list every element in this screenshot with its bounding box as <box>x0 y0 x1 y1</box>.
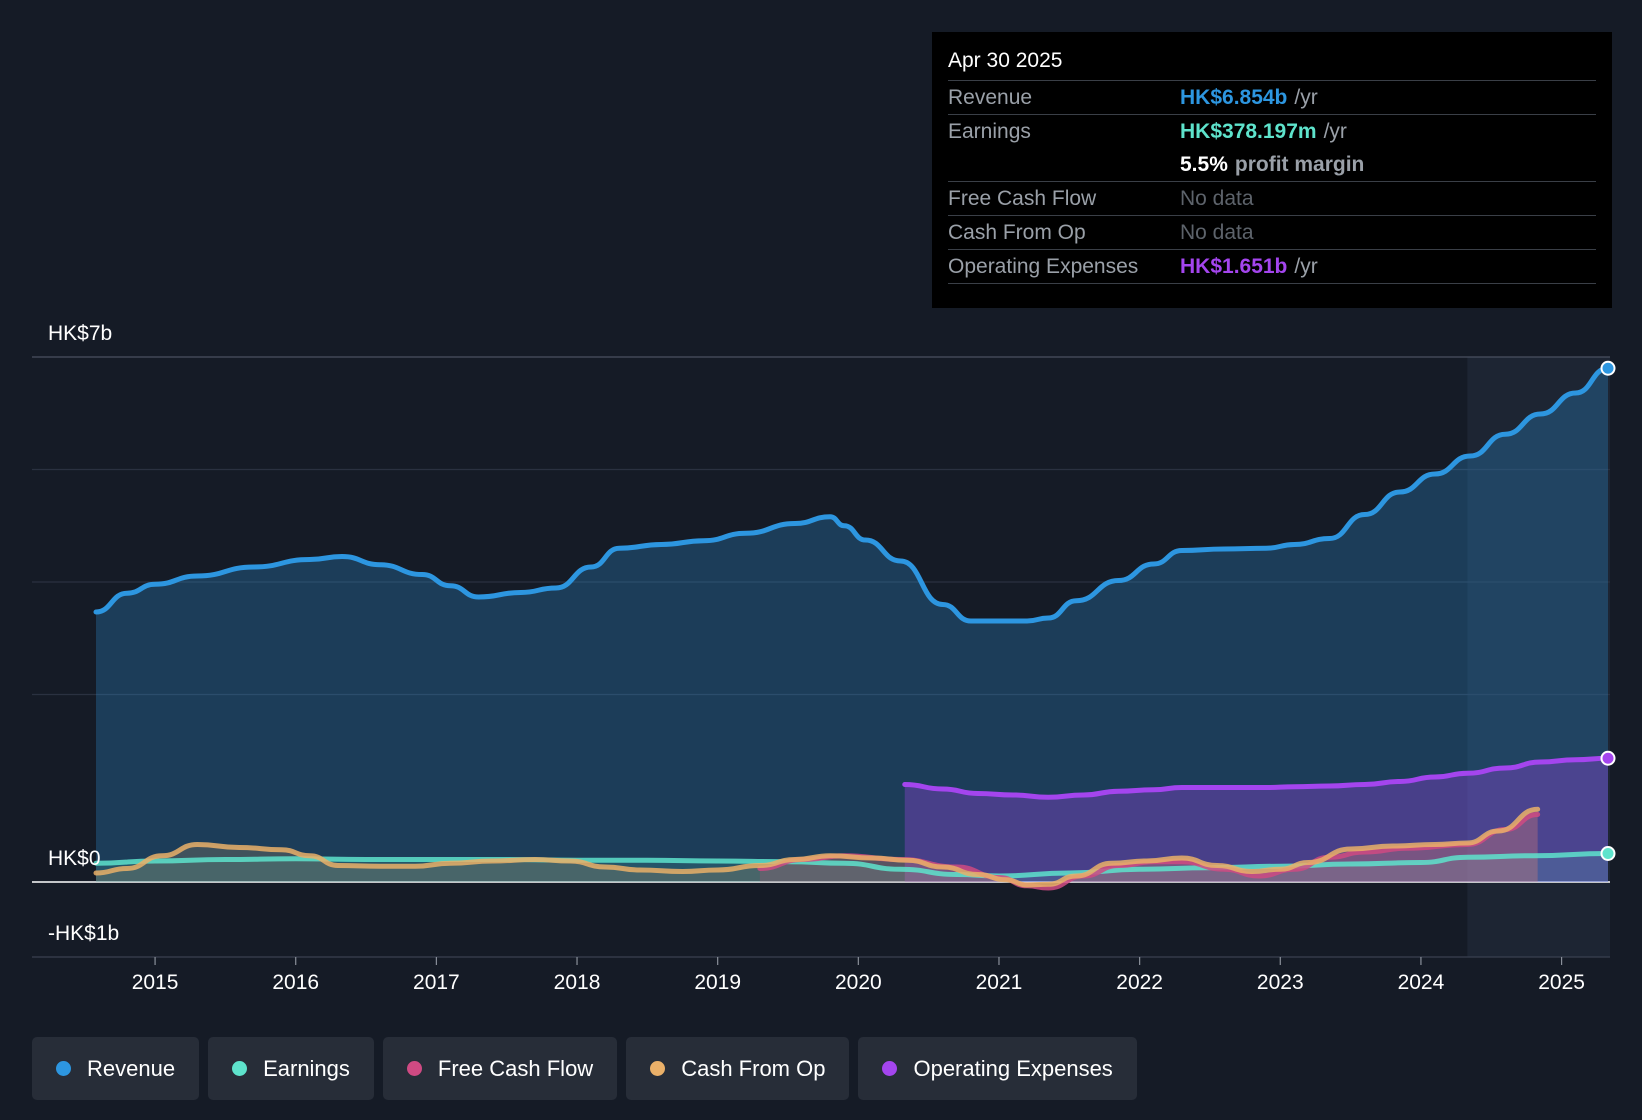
tooltip-row-revenue: Revenue HK$6.854b /yr <box>948 80 1596 114</box>
legend: Revenue Earnings Free Cash Flow Cash Fro… <box>32 1037 1137 1100</box>
earnings-end-dot <box>1600 846 1616 861</box>
x-tick-label-2016: 2016 <box>272 971 319 994</box>
tooltip-date: Apr 30 2025 <box>948 49 1063 72</box>
y-axis-labels: HK$7b HK$0 -HK$1b <box>48 322 119 945</box>
operating-expenses-area <box>904 758 1608 882</box>
tooltip-label: Operating Expenses <box>948 255 1139 278</box>
x-tick-label-2022: 2022 <box>1116 971 1163 994</box>
tooltip-unit: /yr <box>1323 120 1347 143</box>
tooltip-margin-value: 5.5% <box>1180 153 1228 176</box>
y-label-zero: HK$0 <box>48 847 101 870</box>
tooltip-unit: /yr <box>1294 255 1318 278</box>
x-tick-label-2017: 2017 <box>413 971 460 994</box>
tooltip-unit: /yr <box>1294 86 1318 109</box>
tooltip-label: Cash From Op <box>948 221 1086 244</box>
legend-label: Earnings <box>263 1055 350 1081</box>
tooltip-row-opex: Operating Expenses HK$1.651b /yr <box>948 249 1596 284</box>
tooltip-value: No data <box>1180 221 1254 244</box>
gridlines <box>32 356 1610 958</box>
legend-label: Operating Expenses <box>913 1055 1113 1081</box>
legend-item-earnings[interactable]: Earnings <box>208 1037 374 1100</box>
tooltip-row-cfo: Cash From Op No data <box>948 215 1596 249</box>
end-dots <box>1600 360 1616 861</box>
tooltip-row-fcf: Free Cash Flow No data <box>948 181 1596 215</box>
tooltip-label: Free Cash Flow <box>948 187 1097 210</box>
legend-dot-icon <box>882 1061 898 1076</box>
legend-item-cash-from-op[interactable]: Cash From Op <box>626 1037 850 1100</box>
legend-dot-icon <box>232 1061 248 1076</box>
revenue-area <box>96 368 1608 882</box>
chart-svg: HK$7b HK$0 -HK$1b 2015 2016 2017 2018 2019 20… <box>32 322 1616 994</box>
tooltip-label: Earnings <box>948 120 1031 143</box>
revenue-line <box>93 365 1611 624</box>
legend-label: Revenue <box>87 1055 176 1081</box>
operating-expenses-line <box>902 755 1611 800</box>
legend-item-revenue[interactable]: Revenue <box>32 1037 200 1100</box>
x-tick-label-2024: 2024 <box>1398 971 1445 994</box>
legend-label: Cash From Op <box>681 1055 826 1081</box>
operating-expenses-end-dot <box>1600 750 1616 766</box>
x-tick-label-2023: 2023 <box>1257 971 1304 994</box>
y-label-top: HK$7b <box>48 322 112 345</box>
legend-label: Free Cash Flow <box>437 1055 594 1081</box>
tooltip-row-earnings: Earnings HK$378.197m /yr <box>948 114 1596 148</box>
legend-item-operating-expenses[interactable]: Operating Expenses <box>858 1037 1137 1100</box>
x-tick-label-2015: 2015 <box>132 971 179 994</box>
revenue-end-dot <box>1600 360 1616 376</box>
earnings-line <box>93 851 1611 879</box>
tooltip-panel: Apr 30 2025 Revenue HK$6.854b /yr Earnin… <box>932 32 1612 308</box>
x-tick-label-2021: 2021 <box>976 971 1023 994</box>
series-fills <box>96 368 1608 888</box>
tooltip-value: HK$1.651b <box>1180 255 1288 278</box>
x-axis: 2015 2016 2017 2018 2019 2020 2021 2022 2023 2024… <box>132 957 1585 994</box>
legend-dot-icon <box>56 1061 71 1076</box>
x-tick-label-2019: 2019 <box>694 971 741 994</box>
legend-dot-icon <box>650 1061 666 1076</box>
y-label-bottom: -HK$1b <box>48 922 119 945</box>
x-tick-label-2020: 2020 <box>835 971 882 994</box>
tooltip-value: No data <box>1180 187 1254 210</box>
tooltip-row-margin: 5.5% profit margin <box>948 148 1596 181</box>
series-lines <box>93 365 1611 891</box>
x-tick-label-2025: 2025 <box>1538 971 1585 994</box>
tooltip-value: HK$6.854b <box>1180 86 1288 109</box>
tooltip-value: HK$378.197m <box>1180 120 1317 143</box>
x-tick-label-2018: 2018 <box>554 971 601 994</box>
tooltip-label: Revenue <box>948 86 1033 109</box>
legend-item-free-cash-flow[interactable]: Free Cash Flow <box>382 1037 618 1100</box>
legend-dot-icon <box>406 1061 422 1076</box>
tooltip-margin-text: profit margin <box>1234 153 1365 176</box>
cash-from-op-line <box>93 806 1541 888</box>
